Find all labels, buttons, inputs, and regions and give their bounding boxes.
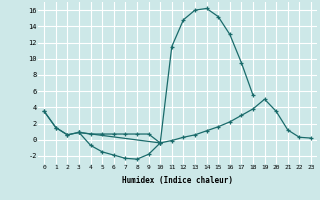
X-axis label: Humidex (Indice chaleur): Humidex (Indice chaleur) — [122, 176, 233, 185]
